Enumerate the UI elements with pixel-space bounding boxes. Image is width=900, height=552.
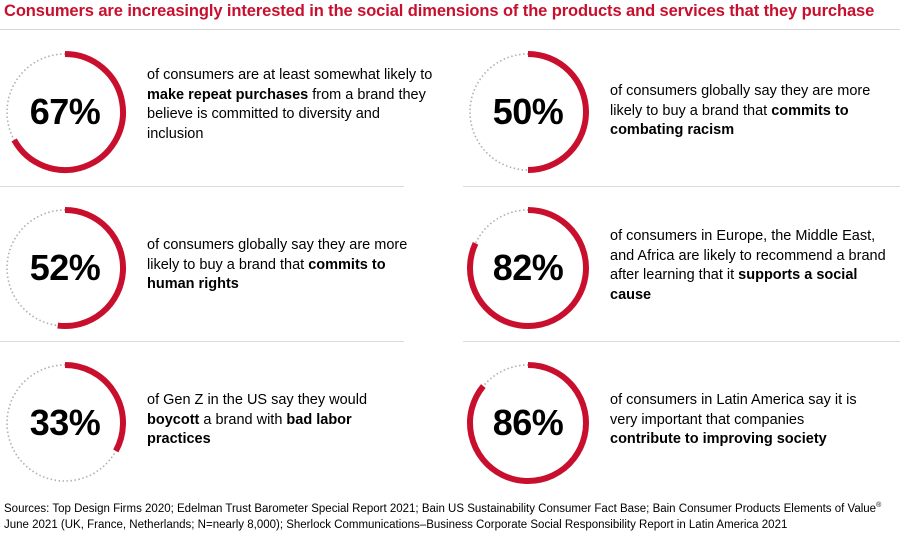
stat-description: of consumers in Latin America say it is … <box>610 391 860 450</box>
ring-value-arc <box>467 362 589 484</box>
desc-emphasis: commits to human rights <box>147 256 386 293</box>
stat-description: of consumers globally say they are more … <box>147 236 437 295</box>
ring-gauge <box>467 207 589 329</box>
desc-text: of consumers are at least somewhat likel… <box>147 67 433 83</box>
desc-emphasis: make repeat purchases <box>147 86 309 103</box>
stat-description: of consumers globally say they are more … <box>610 82 900 141</box>
desc-emphasis: commits to combating racism <box>610 102 849 139</box>
desc-text: of Gen Z in the US say they would <box>147 392 368 408</box>
sources-note: Sources: Top Design Firms 2020; Edelman … <box>4 502 894 533</box>
desc-emphasis: supports a social cause <box>610 267 858 303</box>
stat-percent: 33% <box>29 402 101 443</box>
stat-card: 86% of consumers in Latin America say it… <box>463 358 900 508</box>
stat-percent: 52% <box>29 247 101 288</box>
stat-ring: 82% <box>463 203 593 333</box>
ring-gauge <box>467 362 589 484</box>
registered-mark: ® <box>876 502 882 510</box>
stat-card: 33% of Gen Z in the US say they would bo… <box>0 358 440 508</box>
desc-text: of consumers in Latin America say it is … <box>610 392 857 428</box>
stat-description: of consumers are at least somewhat likel… <box>147 66 437 144</box>
ring-gauge <box>469 51 589 173</box>
desc-text: a brand with <box>199 411 287 428</box>
row-divider <box>0 341 404 342</box>
stat-card: 82% of consumers in Europe, the Middle E… <box>463 203 900 353</box>
ring-value-arc <box>64 362 126 453</box>
desc-text: of consumers in Europe, the Middle East,… <box>610 228 886 283</box>
stat-ring: 50% <box>463 47 593 177</box>
title-divider <box>0 29 900 30</box>
row-divider <box>463 341 900 342</box>
stat-ring: 67% <box>0 47 130 177</box>
stat-ring: 33% <box>0 358 130 488</box>
ring-value-arc <box>467 207 589 329</box>
stat-percent: 82% <box>492 247 564 288</box>
desc-text: of consumers globally say they are more … <box>147 237 408 273</box>
ring-value-arc <box>527 51 589 173</box>
desc-text: from a brand they believe is committed t… <box>147 86 426 142</box>
desc-emphasis: contribute to improving society <box>610 431 827 447</box>
chart-title: Consumers are increasingly interested in… <box>4 2 875 20</box>
ring-gauge <box>6 207 126 329</box>
stat-card: 50% of consumers globally say they are m… <box>463 47 900 197</box>
sources-text: June 2021 (UK, France, Netherlands; N=ne… <box>4 518 788 531</box>
ring-value-arc <box>57 207 126 329</box>
ring-value-arc <box>11 51 126 173</box>
desc-emphasis: boycott <box>147 411 200 428</box>
stat-ring: 86% <box>463 358 593 488</box>
row-divider <box>0 186 404 187</box>
stat-ring: 52% <box>0 203 130 333</box>
stat-card: 67% of consumers are at least somewhat l… <box>0 47 440 197</box>
row-divider <box>463 186 900 187</box>
sources-text: Sources: Top Design Firms 2020; Edelman … <box>4 503 877 515</box>
stat-card: 52% of consumers globally say they are m… <box>0 203 440 353</box>
desc-text: of consumers globally say they are more … <box>610 83 871 119</box>
stat-description: of Gen Z in the US say they would boycot… <box>147 391 387 450</box>
stat-percent: 67% <box>29 91 101 132</box>
stat-description: of consumers in Europe, the Middle East,… <box>610 227 890 305</box>
ring-gauge <box>6 51 126 173</box>
desc-emphasis: bad labor practices <box>147 411 352 448</box>
stat-percent: 86% <box>492 402 564 443</box>
ring-gauge <box>6 362 126 482</box>
stat-percent: 50% <box>492 91 564 132</box>
